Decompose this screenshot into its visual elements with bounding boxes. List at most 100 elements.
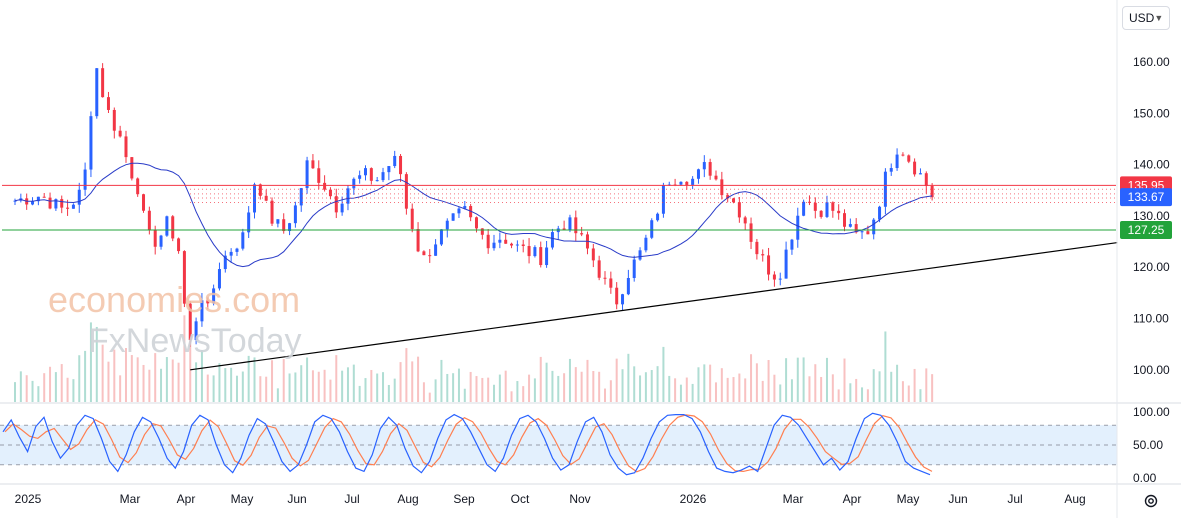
candle-body <box>632 259 636 279</box>
candle-body <box>533 247 537 257</box>
candle-body <box>71 204 75 209</box>
volume-bar <box>802 357 805 402</box>
volume-bar <box>195 362 198 402</box>
volume-bar <box>790 379 793 402</box>
volume-bar <box>130 355 133 402</box>
volume-bar <box>925 368 928 402</box>
time-tick-label: Jun <box>948 492 967 506</box>
candle-body <box>77 189 81 205</box>
candle-body <box>323 182 327 190</box>
volume-bar <box>890 371 893 402</box>
gear-icon <box>1144 494 1158 508</box>
volume-bar <box>498 374 501 402</box>
volume-bar <box>896 364 899 402</box>
candle-body <box>270 200 274 224</box>
volume-bar <box>230 367 233 402</box>
volume-bar <box>49 366 52 402</box>
volume-bar <box>732 377 735 402</box>
volume-bar <box>95 326 98 402</box>
stoch-tick-label: 50.00 <box>1133 438 1163 452</box>
time-tick-label: Mar <box>783 492 804 506</box>
candle-body <box>901 154 905 156</box>
volume-bar <box>685 377 688 402</box>
candle-body <box>200 300 204 322</box>
candle-body <box>299 188 303 206</box>
time-tick-label: Jul <box>344 492 359 506</box>
candle-body <box>416 229 420 252</box>
time-axis: 2025 Mar Apr May Jun Jul Aug Sep Oct Nov 2026 Mar Ap… <box>0 483 1181 506</box>
price-tick-label: 140.00 <box>1133 158 1170 172</box>
volume-bar <box>878 371 881 402</box>
currency-label: USD <box>1129 11 1155 25</box>
candle-body <box>311 160 315 169</box>
candle-body <box>843 213 847 227</box>
volume-bar <box>866 389 869 402</box>
candle-body <box>702 162 706 170</box>
volume-bar <box>796 357 799 402</box>
candle-body <box>498 239 502 243</box>
volume-bar <box>662 346 665 402</box>
candle-body <box>375 180 379 182</box>
volume-bar <box>481 377 484 402</box>
candle-body <box>480 228 484 235</box>
candle-body <box>796 215 800 240</box>
volume-bar <box>457 368 460 402</box>
candle-body <box>317 168 321 183</box>
candle-body <box>784 249 788 279</box>
candle-body <box>825 202 829 217</box>
volume-bar <box>563 373 566 402</box>
volume-bar <box>522 386 525 402</box>
candle-body <box>878 206 882 220</box>
candle-body <box>42 196 46 198</box>
volume-bar <box>861 387 864 402</box>
volume-bar <box>639 375 642 402</box>
volume-bar <box>352 364 355 402</box>
volume-bar <box>183 315 186 402</box>
volume-bar <box>528 374 531 402</box>
volume-bar <box>504 370 507 402</box>
candle-body <box>451 213 455 221</box>
candle-body <box>737 202 741 218</box>
candle-body <box>369 168 373 181</box>
price-tick-label: 130.00 <box>1133 209 1170 223</box>
settings-button[interactable] <box>1141 491 1161 511</box>
price-tick-label: 150.00 <box>1133 106 1170 120</box>
volume-bar <box>627 353 630 402</box>
volume-bar <box>779 384 782 402</box>
stoch-tick-label: 100.00 <box>1133 405 1170 419</box>
candle-body <box>182 251 186 304</box>
candle-body <box>913 161 917 175</box>
stochastic-pane <box>0 412 1117 476</box>
volume-bar <box>633 366 636 402</box>
candle-body <box>813 202 817 211</box>
currency-selector[interactable]: USD ▼ <box>1122 6 1170 30</box>
time-tick-label: Sep <box>453 492 475 506</box>
candle-body <box>510 243 514 246</box>
volume-bar <box>294 372 297 402</box>
stoch-tick-label: 0.00 <box>1133 471 1157 485</box>
volume-bar <box>154 353 157 402</box>
volume-bar <box>200 350 203 402</box>
volume-bar <box>253 357 256 402</box>
candle-body <box>118 130 122 137</box>
volume-bar <box>66 377 69 402</box>
time-tick-label: Mar <box>120 492 141 506</box>
candle-body <box>381 172 385 181</box>
last-price-box <box>1120 188 1172 207</box>
candle-body <box>241 232 245 249</box>
candle-body <box>31 201 35 205</box>
candle-body <box>282 219 286 232</box>
candle-body <box>112 109 116 131</box>
candle-body <box>36 196 40 202</box>
candle-body <box>305 160 309 189</box>
volume-bar <box>767 360 770 402</box>
candle-body <box>918 173 922 175</box>
candle-body <box>276 219 280 224</box>
volume-bar <box>785 358 788 402</box>
candle-body <box>831 202 835 211</box>
volume-bar <box>726 377 729 402</box>
time-tick-label: 2026 <box>680 492 707 506</box>
volume-bar <box>43 373 46 402</box>
time-tick-label: Jul <box>1007 492 1022 506</box>
volume-bar <box>446 373 449 402</box>
